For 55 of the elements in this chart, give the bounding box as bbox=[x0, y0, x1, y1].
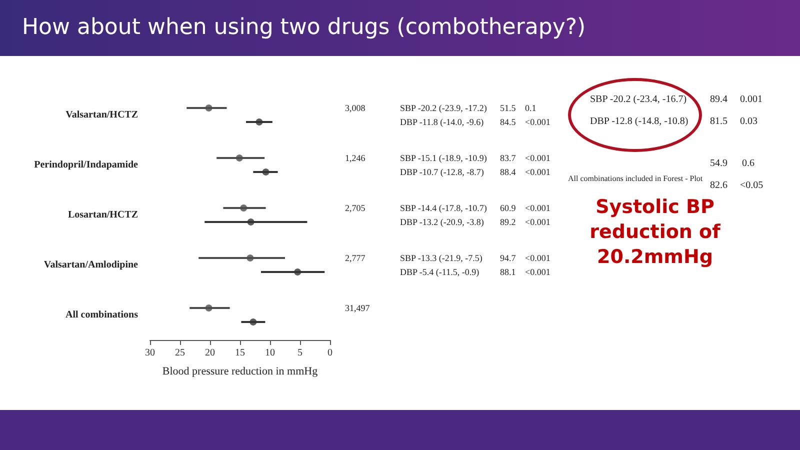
x-tick-label: 0 bbox=[328, 348, 332, 358]
x-tick-label: 30 bbox=[145, 348, 155, 358]
text: 3,008 bbox=[345, 103, 366, 113]
text: DBP -5.4 (-11.5, -0.9) bbox=[400, 267, 480, 277]
text: 31,497 bbox=[345, 303, 370, 313]
text: 82.6 bbox=[710, 180, 728, 191]
x-axis-title: Blood pressure reduction in mmHg bbox=[162, 366, 318, 378]
y-tick-label: Valsartan/HCTZ bbox=[66, 110, 138, 120]
text: <0.001 bbox=[525, 267, 550, 277]
text: <0.05 bbox=[740, 180, 764, 191]
text: SBP -20.2 (-23.9, -17.2) bbox=[400, 103, 487, 113]
text: Systolic BP reduction of 20.2mmHg bbox=[588, 195, 722, 270]
text: 88.4 bbox=[500, 167, 516, 177]
text: <0.001 bbox=[525, 153, 550, 163]
text: 0.03 bbox=[740, 116, 758, 127]
x-tick-label: 5 bbox=[298, 348, 302, 358]
text: <0.001 bbox=[525, 217, 550, 227]
text: 0.6 bbox=[742, 158, 754, 169]
text: 2,777 bbox=[345, 253, 366, 263]
text: SBP -13.3 (-21.9, -7.5) bbox=[400, 253, 482, 263]
y-tick-label: All combinations bbox=[65, 310, 138, 320]
text: 88.1 bbox=[500, 267, 516, 277]
text: SBP -15.1 (-18.9, -10.9) bbox=[400, 153, 487, 163]
text: 81.5 bbox=[710, 116, 728, 127]
x-tick-label: 20 bbox=[205, 348, 215, 358]
text: SBP -20.2 (-23.4, -16.7) bbox=[590, 94, 687, 105]
text: <0.001 bbox=[525, 167, 550, 177]
text: <0.001 bbox=[525, 203, 550, 213]
text: <0.001 bbox=[525, 117, 550, 127]
text: 83.7 bbox=[500, 153, 516, 163]
text: 84.5 bbox=[500, 117, 516, 127]
text: 2,705 bbox=[345, 203, 366, 213]
text: 51.5 bbox=[500, 103, 516, 113]
text: DBP -12.8 (-14.8, -10.8) bbox=[590, 116, 688, 127]
x-tick-label: 10 bbox=[265, 348, 275, 358]
text: All combinations included in Forest - Plot bbox=[568, 174, 703, 183]
text: 1,246 bbox=[345, 153, 366, 163]
y-tick-label: Losartan/HCTZ bbox=[68, 210, 138, 220]
chart-title: How about when using two drugs (combotherapy?) bbox=[0, 0, 800, 56]
x-tick-label: 25 bbox=[175, 348, 185, 358]
y-tick-label: Valsartan/Amlodipine bbox=[44, 260, 139, 270]
text: 89.2 bbox=[500, 217, 516, 227]
y-tick-label: Perindopril/Indapamide bbox=[34, 160, 139, 170]
text: 54.9 bbox=[710, 158, 728, 169]
text: <0.001 bbox=[525, 253, 550, 263]
text: 0.001 bbox=[740, 94, 762, 105]
text: DBP -11.8 (-14.0, -9.6) bbox=[400, 117, 484, 127]
text: 60.9 bbox=[500, 203, 516, 213]
text: DBP -10.7 (-12.8, -8.7) bbox=[400, 167, 484, 177]
text: DBP -13.2 (-20.9, -3.8) bbox=[400, 217, 484, 227]
text: 94.7 bbox=[500, 253, 516, 263]
x-tick-label: 15 bbox=[235, 348, 245, 358]
text: SBP -14.4 (-17.8, -10.7) bbox=[400, 203, 487, 213]
text: 89.4 bbox=[710, 94, 728, 105]
text: 0.1 bbox=[525, 103, 536, 113]
